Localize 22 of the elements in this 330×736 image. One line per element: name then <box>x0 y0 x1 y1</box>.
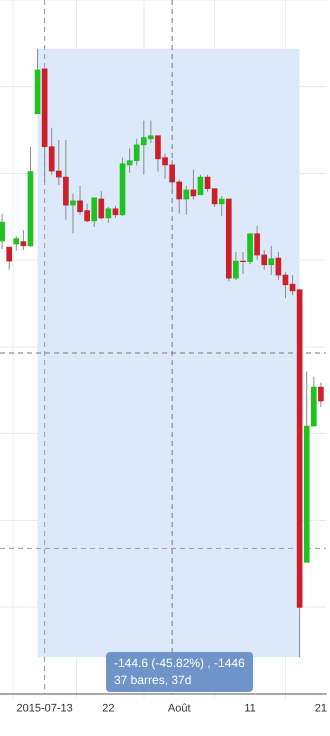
candlestick <box>98 190 104 220</box>
text: 37 barres, 37d <box>114 672 192 689</box>
candlestick <box>218 195 225 217</box>
candlestick <box>91 197 98 228</box>
candlestick <box>106 206 112 224</box>
candlestick <box>318 382 324 408</box>
candlestick <box>6 246 12 270</box>
candlestick <box>70 193 76 234</box>
candlestick <box>183 185 190 216</box>
candlestick <box>13 236 20 252</box>
x-tick-label: 2015-07-13 <box>16 702 73 714</box>
candlestick <box>0 213 5 250</box>
candlestick <box>190 169 196 200</box>
candlestick <box>112 205 118 218</box>
x-tick-label: 11 <box>244 702 256 714</box>
candlestick <box>198 174 204 196</box>
x-tick-label: Août <box>168 702 191 714</box>
candlestick <box>268 245 274 276</box>
annotation: -144.6 (-45.82%) , -1446 <box>114 655 245 672</box>
candlestick <box>233 251 239 280</box>
x-tick-label: 21 <box>314 702 328 714</box>
x-tick-label: 22 <box>102 702 114 714</box>
